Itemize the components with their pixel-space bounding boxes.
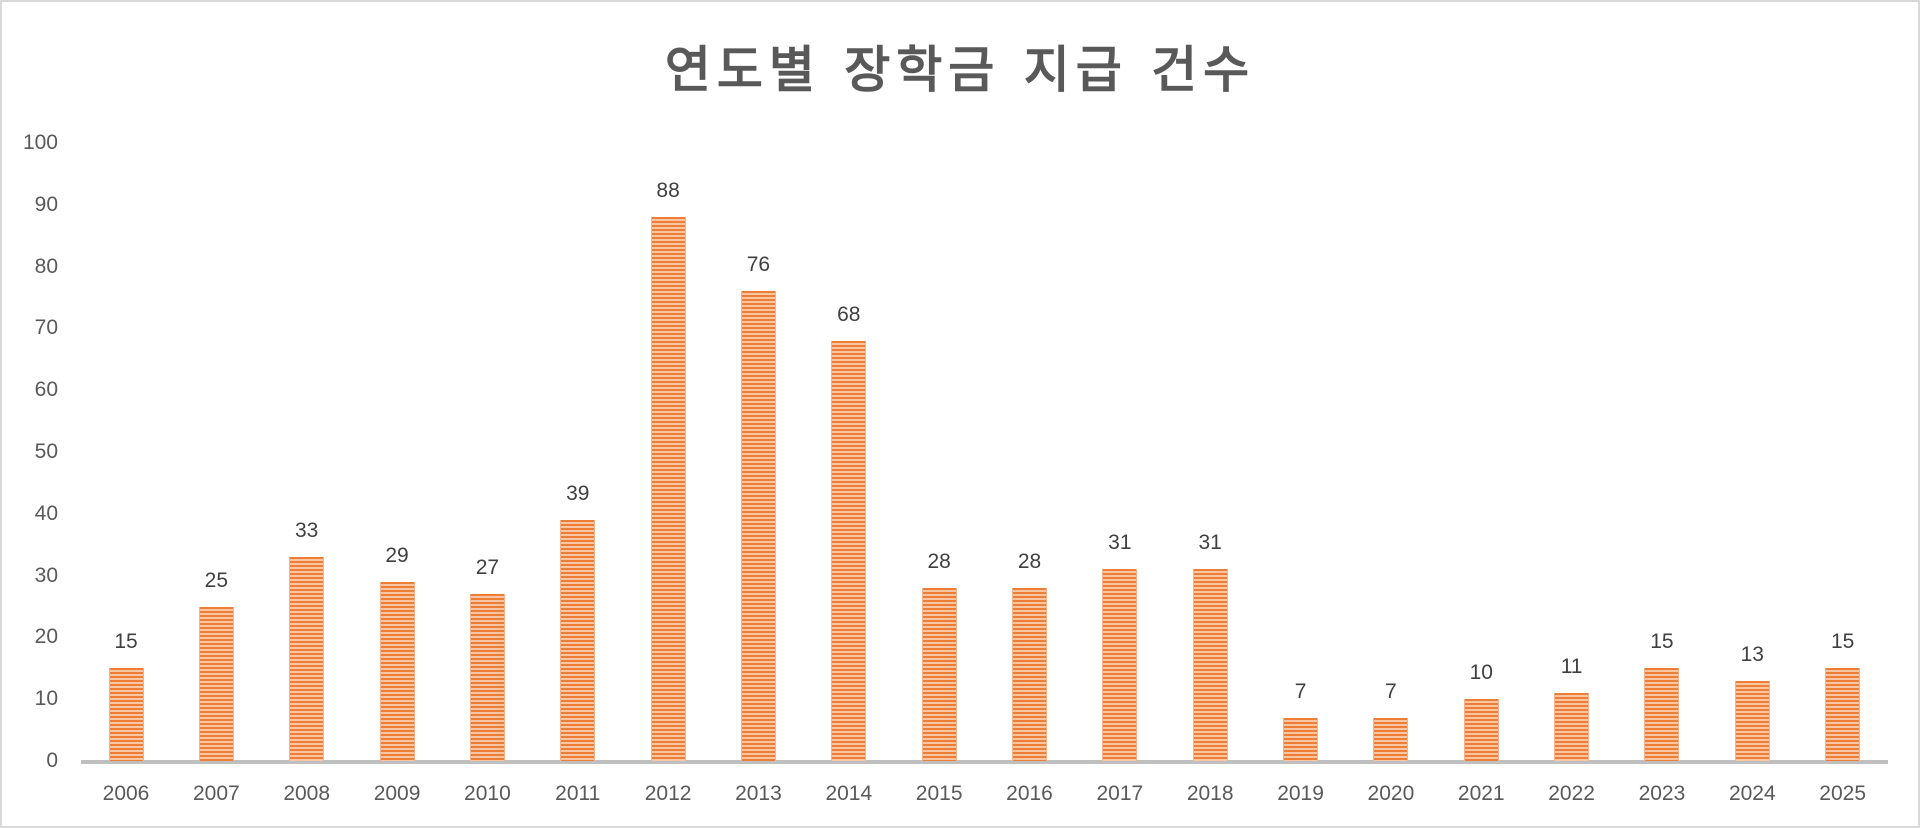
bar-2025 xyxy=(1825,668,1861,761)
bar-2021 xyxy=(1463,699,1499,761)
bar-2022 xyxy=(1554,693,1590,761)
data-label: 76 xyxy=(746,253,771,277)
data-label: 7 xyxy=(1385,679,1397,703)
bar-2023 xyxy=(1644,668,1680,761)
bar-2008 xyxy=(289,557,325,761)
data-label: 31 xyxy=(1198,531,1222,555)
bar-2011 xyxy=(560,519,596,761)
bar-2024 xyxy=(1734,680,1770,761)
y-tick-label: 70 xyxy=(34,316,58,340)
data-label: 10 xyxy=(1469,661,1493,685)
y-tick-label: 100 xyxy=(22,131,58,154)
bar-2010 xyxy=(469,594,505,761)
x-axis-line xyxy=(81,760,1888,764)
data-label: 25 xyxy=(204,568,229,592)
data-label: 15 xyxy=(1650,630,1674,654)
x-tick-label: 2015 xyxy=(915,782,963,805)
data-label: 68 xyxy=(837,302,861,326)
data-label: 29 xyxy=(385,543,409,567)
x-tick-label: 2020 xyxy=(1367,782,1415,805)
x-tick-label: 2017 xyxy=(1096,782,1144,805)
data-label: 15 xyxy=(1830,630,1855,654)
x-tick-label: 2010 xyxy=(464,782,511,805)
y-tick-label: 60 xyxy=(34,378,58,402)
x-tick-label: 2006 xyxy=(102,782,150,805)
bar-2016 xyxy=(1012,587,1047,761)
x-tick-label: 2016 xyxy=(1006,782,1053,805)
y-tick-label: 10 xyxy=(34,687,58,711)
bar-2007 xyxy=(198,606,234,761)
data-label: 15 xyxy=(114,630,138,654)
data-label: 7 xyxy=(1294,679,1307,703)
x-tick-label: 2012 xyxy=(644,782,692,805)
data-label: 27 xyxy=(475,556,500,580)
data-label: 39 xyxy=(566,481,590,505)
x-tick-label: 2018 xyxy=(1186,782,1234,805)
x-tick-label: 2013 xyxy=(735,782,782,805)
bar-2019 xyxy=(1283,717,1319,761)
x-tick-label: 2021 xyxy=(1457,782,1505,805)
bar-2015 xyxy=(921,587,957,761)
data-label: 11 xyxy=(1560,655,1583,679)
bar-2018 xyxy=(1192,569,1228,761)
chart-title: 연도별 장학금 지급 건수 xyxy=(664,41,1256,99)
x-tick-label: 2023 xyxy=(1638,782,1686,805)
bar-2017 xyxy=(1102,569,1138,761)
x-tick-label: 2022 xyxy=(1548,782,1595,805)
bar-2006 xyxy=(108,668,144,761)
y-tick-label: 50 xyxy=(34,440,58,463)
bar-2013 xyxy=(740,291,776,761)
y-tick-label: 80 xyxy=(34,254,58,278)
data-label: 28 xyxy=(927,549,951,573)
x-tick-label: 2025 xyxy=(1819,782,1866,805)
bar-2020 xyxy=(1373,717,1409,761)
bar-2012 xyxy=(650,217,686,761)
x-tick-label: 2011 xyxy=(555,782,601,805)
y-tick-label: 30 xyxy=(34,563,58,587)
x-tick-label: 2024 xyxy=(1728,782,1776,805)
y-tick-label: 90 xyxy=(34,192,58,216)
y-tick-label: 40 xyxy=(34,501,58,525)
bar-2009 xyxy=(379,581,415,761)
x-tick-label: 2014 xyxy=(825,782,873,805)
data-label: 13 xyxy=(1740,642,1764,666)
data-label: 28 xyxy=(1017,549,1042,573)
data-label: 33 xyxy=(295,519,319,543)
data-label: 88 xyxy=(656,179,680,203)
data-label: 31 xyxy=(1108,531,1132,555)
x-tick-label: 2008 xyxy=(283,782,331,805)
x-tick-label: 2007 xyxy=(192,782,240,805)
y-tick-label: 20 xyxy=(34,625,58,649)
bar-2014 xyxy=(831,340,867,761)
y-tick-label: 0 xyxy=(46,749,58,772)
x-tick-label: 2009 xyxy=(373,782,421,805)
x-tick-label: 2019 xyxy=(1277,782,1324,805)
